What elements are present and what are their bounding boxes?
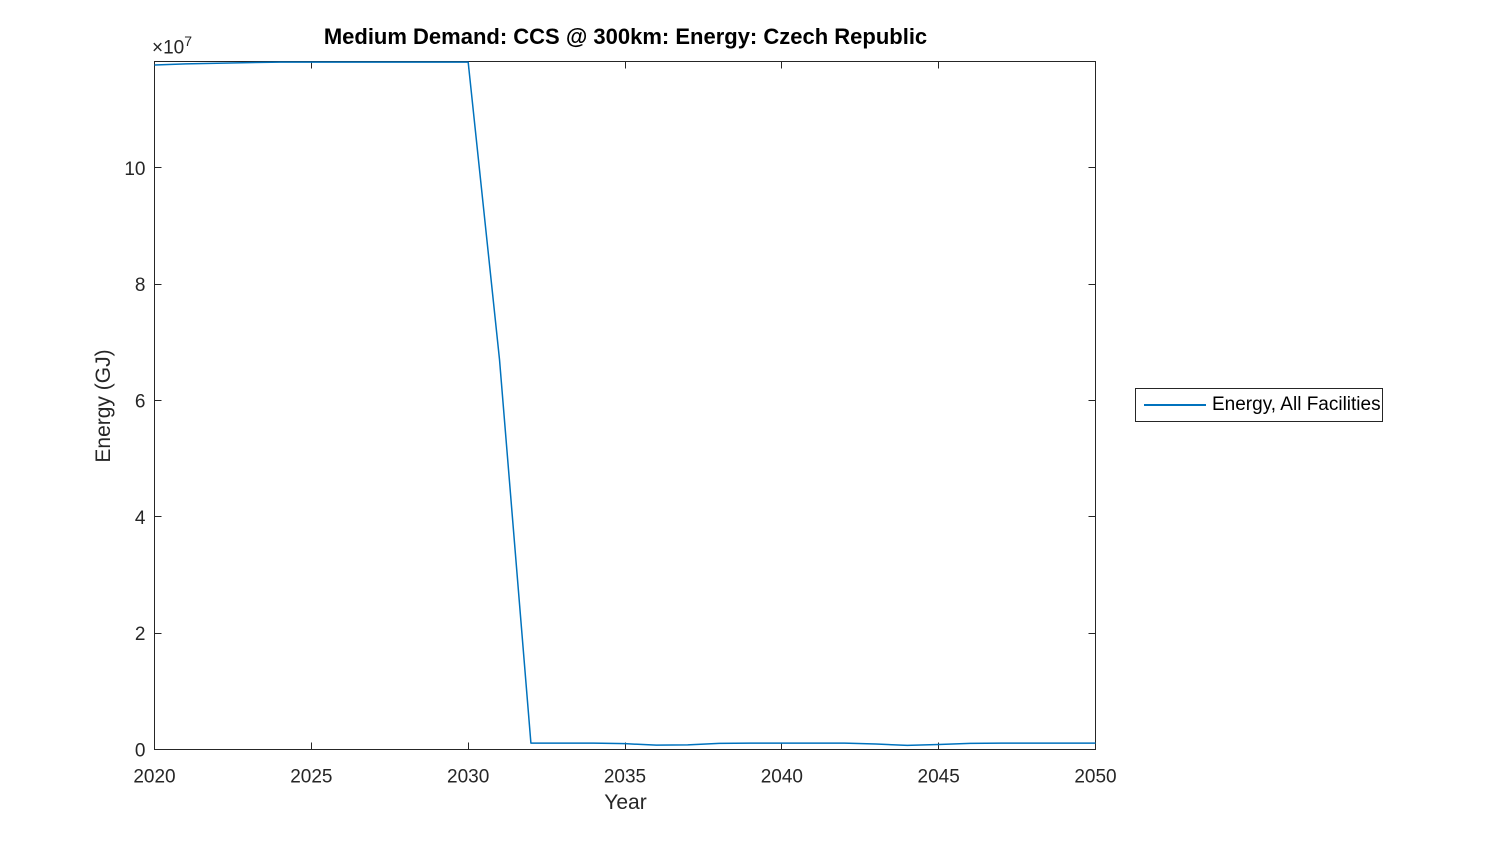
y-tick-label: 0 (135, 741, 146, 762)
legend-entry-label: Energy, All Facilities (1212, 394, 1381, 415)
x-tick-label: 2050 (1074, 767, 1116, 788)
y-tick-label: 6 (135, 392, 146, 413)
y-axis-multiplier-base: ×10 (152, 37, 185, 59)
x-axis-label: Year (604, 791, 647, 814)
chart-title: Medium Demand: CCS @ 300km: Energy: Czec… (323, 24, 928, 49)
x-tick-label: 2035 (604, 767, 646, 788)
x-tick-label: 2040 (761, 767, 803, 788)
x-tick-label: 2025 (290, 767, 332, 788)
x-tick-label: 2020 (133, 767, 175, 788)
y-axis-multiplier-exponent: 7 (184, 33, 193, 49)
x-tick-label: 2045 (918, 767, 960, 788)
y-axis-multiplier: ×107 (152, 33, 192, 59)
y-axis-label: Energy (GJ) (92, 349, 115, 463)
axes-box (154, 61, 1096, 750)
y-tick-label: 10 (124, 159, 145, 180)
y-tick-label: 4 (135, 508, 146, 529)
x-tick-label: 2030 (447, 767, 489, 788)
legend-line-sample-icon (1144, 404, 1206, 406)
energy-series-line (154, 61, 1096, 747)
y-tick-label: 2 (135, 624, 146, 645)
legend: Energy, All Facilities (1135, 388, 1383, 422)
y-tick-label: 8 (135, 275, 146, 296)
